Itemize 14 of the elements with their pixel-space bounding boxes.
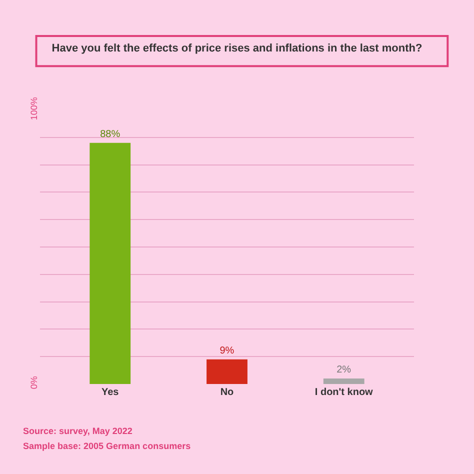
x-tick-label: Yes [102, 387, 120, 398]
bar [323, 378, 364, 384]
text: Sample base: 2005 German consumers [23, 441, 191, 451]
x-tick-label: No [220, 387, 234, 398]
bar [90, 142, 131, 384]
x-tick-label: I don't know [314, 387, 374, 398]
chart-title: Have you felt the effects of price rises and inflations in the last month? [52, 42, 422, 54]
data-label: 88% [100, 128, 120, 140]
y-tick-label: 0% [29, 376, 40, 390]
data-label: 9% [220, 345, 234, 356]
data-label: 2% [336, 364, 352, 376]
bar [206, 359, 248, 384]
source-note: Source: survey, May 2022 [23, 426, 132, 436]
y-tick-label: 100% [29, 97, 40, 120]
